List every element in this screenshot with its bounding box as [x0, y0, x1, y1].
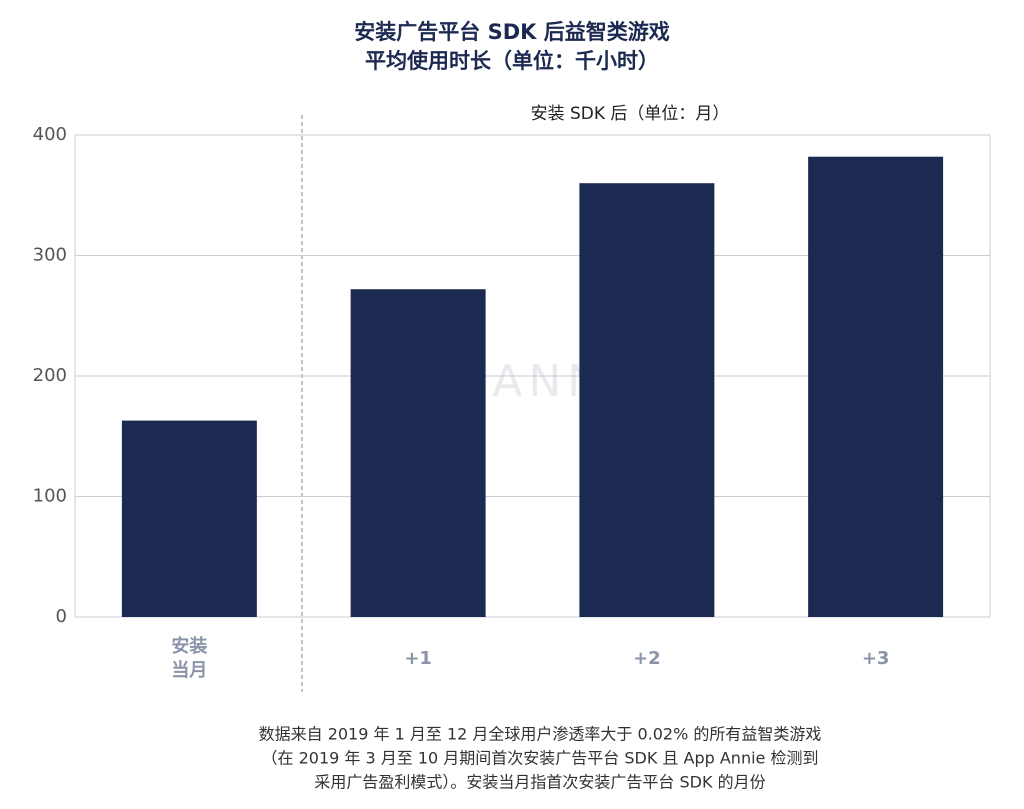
bar — [579, 183, 715, 617]
annotation: 安装 SDK 后（单位：月） — [531, 104, 730, 124]
y-tick-label: 0 — [56, 606, 67, 627]
bar — [350, 289, 486, 617]
bar — [808, 156, 944, 617]
footnote: 采用广告盈利模式）。安装当月指首次安装广告平台 SDK 的月份 — [314, 773, 765, 792]
footnote: （在 2019 年 3 月至 10 月期间首次安装广告平台 SDK 且 App … — [262, 749, 819, 768]
y-tick-label: 200 — [33, 365, 67, 386]
x-tick-label: +2 — [633, 648, 661, 669]
x-tick-label: +1 — [404, 648, 432, 669]
bar — [121, 420, 257, 617]
y-tick-label: 400 — [33, 124, 67, 145]
x-tick-label: 安装当月 — [171, 635, 207, 681]
x-tick-label: +3 — [862, 648, 890, 669]
chart-title: 安装广告平台 SDK 后益智类游戏 — [354, 20, 669, 44]
chart-title: 平均使用时长（单位：千小时） — [365, 49, 659, 73]
footnote: 数据来自 2019 年 1 月至 12 月全球用户渗透率大于 0.02% 的所有… — [259, 725, 822, 744]
y-tick-label: 100 — [33, 486, 67, 507]
y-tick-label: 300 — [33, 245, 67, 266]
